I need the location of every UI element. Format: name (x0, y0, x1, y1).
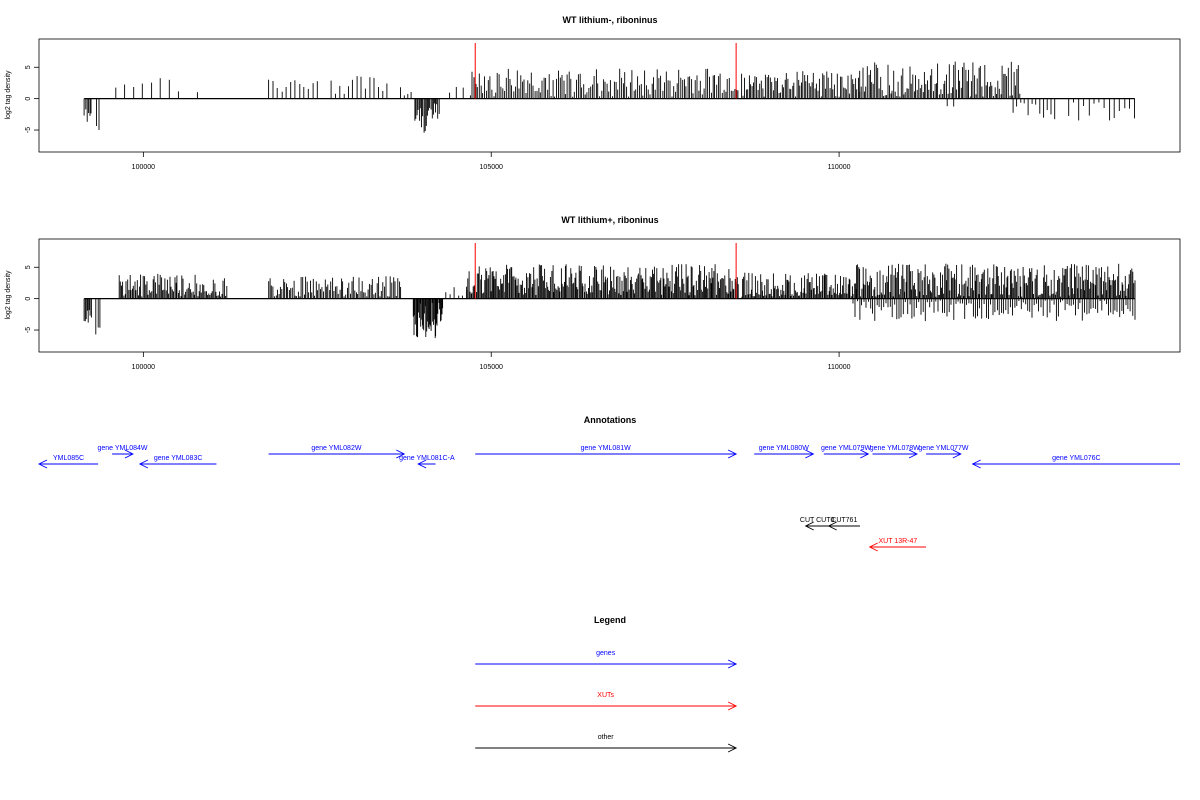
x-tick-label: 105000 (480, 364, 503, 371)
feature-gene: YML085C (37, 455, 99, 469)
feature-gene: gene YML081C-A (399, 455, 455, 469)
feature-arrow-head (805, 449, 815, 459)
feature-xut: XUT 13R-47 (868, 538, 927, 552)
annotations-title: Annotations (584, 415, 637, 425)
feature-label: gene YML077W (918, 445, 968, 452)
feature-arrow-head (868, 542, 878, 552)
x-tick-label: 100000 (132, 164, 155, 171)
feature-arrow-head (124, 449, 134, 459)
y-axis-label: log2 tag density (5, 270, 12, 320)
feature-label: gene YML079W (821, 445, 871, 452)
feature-arrow-head (952, 449, 962, 459)
legend: Legend genes XUTs other (475, 615, 738, 753)
feature-arrow-head (417, 459, 427, 469)
feature-label: gene YML083C (154, 455, 203, 462)
legend-item-gene: genes (475, 650, 738, 669)
feature-arrow-head (396, 449, 406, 459)
legend-title: Legend (594, 615, 626, 625)
y-tick-label: -5 (25, 127, 32, 133)
plot-frame (38, 38, 1181, 153)
feature-label: gene YML082W (311, 445, 361, 452)
feature-arrow-head (138, 459, 149, 469)
feature-arrow-head (971, 459, 981, 469)
x-tick-label: 110000 (828, 364, 851, 371)
legend-items: genes XUTs other (475, 650, 738, 753)
x-tick-label: 110000 (828, 164, 851, 171)
feature-gene: gene YML080W (754, 445, 815, 459)
feature-other: CUT761 (827, 517, 860, 531)
legend-item-other: other (475, 734, 738, 753)
legend-label: other (598, 734, 615, 741)
track-title: WT lithium+, riboninus (561, 215, 658, 225)
feature-arrow-head (37, 459, 48, 469)
feature-other: CUT CUT0 (800, 517, 835, 531)
legend-arrow-head (727, 701, 738, 711)
feature-label: gene YML081W (581, 445, 631, 452)
y-axis: 5 0 -5 (25, 65, 39, 133)
feature-arrow-head (908, 449, 919, 459)
feature-gene: gene YML084W (97, 445, 148, 459)
feature-gene: gene YML083C (138, 455, 217, 469)
feature-list: YML085C gene YML084W gene YML083C gene YML0… (37, 445, 1180, 552)
feature-gene: gene YML077W (918, 445, 969, 459)
feature-label: YML085C (53, 455, 84, 462)
x-tick-label: 100000 (132, 364, 155, 371)
feature-arrow-head (804, 521, 814, 531)
feature-gene: gene YML078W (870, 445, 920, 459)
y-tick-label: 5 (25, 265, 32, 269)
track-title: WT lithium-, riboninus (563, 15, 658, 25)
legend-arrow-head (727, 659, 738, 669)
legend-arrow-head (727, 743, 738, 753)
track-panel-lithium-plus: WT lithium+, riboninus log2 tag density … (5, 215, 1181, 371)
feature-arrow-head (860, 449, 870, 459)
legend-label: genes (596, 650, 616, 657)
y-tick-label: 5 (25, 65, 32, 69)
feature-label: gene YML080W (759, 445, 809, 452)
feature-label: gene YML084W (97, 445, 147, 452)
track-panel-lithium-minus: WT lithium-, riboninus log2 tag density … (5, 15, 1181, 171)
feature-gene: gene YML079W (821, 445, 871, 459)
feature-arrow-head (727, 449, 738, 459)
feature-label: CUT CUT0 (800, 517, 835, 524)
feature-label: gene YML081C-A (399, 455, 455, 462)
feature-gene: gene YML076C (971, 455, 1180, 469)
x-tick-label: 105000 (480, 164, 503, 171)
x-axis: 100000 105000 110000 (132, 352, 851, 371)
y-axis: 5 0 -5 (25, 265, 39, 333)
annotation-track: Annotations YML085C gene YML084W gene YML0… (37, 415, 1180, 552)
feature-arrow-head (827, 521, 837, 531)
y-tick-label: -5 (25, 327, 32, 333)
coverage-bars (83, 43, 1135, 133)
feature-label: gene YML076C (1052, 455, 1101, 462)
legend-label: XUTs (597, 692, 614, 699)
feature-gene: gene YML081W (475, 445, 738, 459)
feature-label: XUT 13R-47 (878, 538, 917, 545)
coverage-bars (83, 243, 1136, 339)
y-tick-label: 0 (25, 97, 32, 101)
plot-frame (38, 238, 1181, 353)
feature-gene: gene YML082W (268, 445, 406, 459)
feature-label: gene YML078W (870, 445, 920, 452)
y-axis-label: log2 tag density (5, 70, 12, 120)
y-tick-label: 0 (25, 297, 32, 301)
legend-item-xut: XUTs (475, 692, 738, 711)
feature-label: CUT761 (831, 517, 857, 524)
x-axis: 100000 105000 110000 (132, 152, 851, 171)
